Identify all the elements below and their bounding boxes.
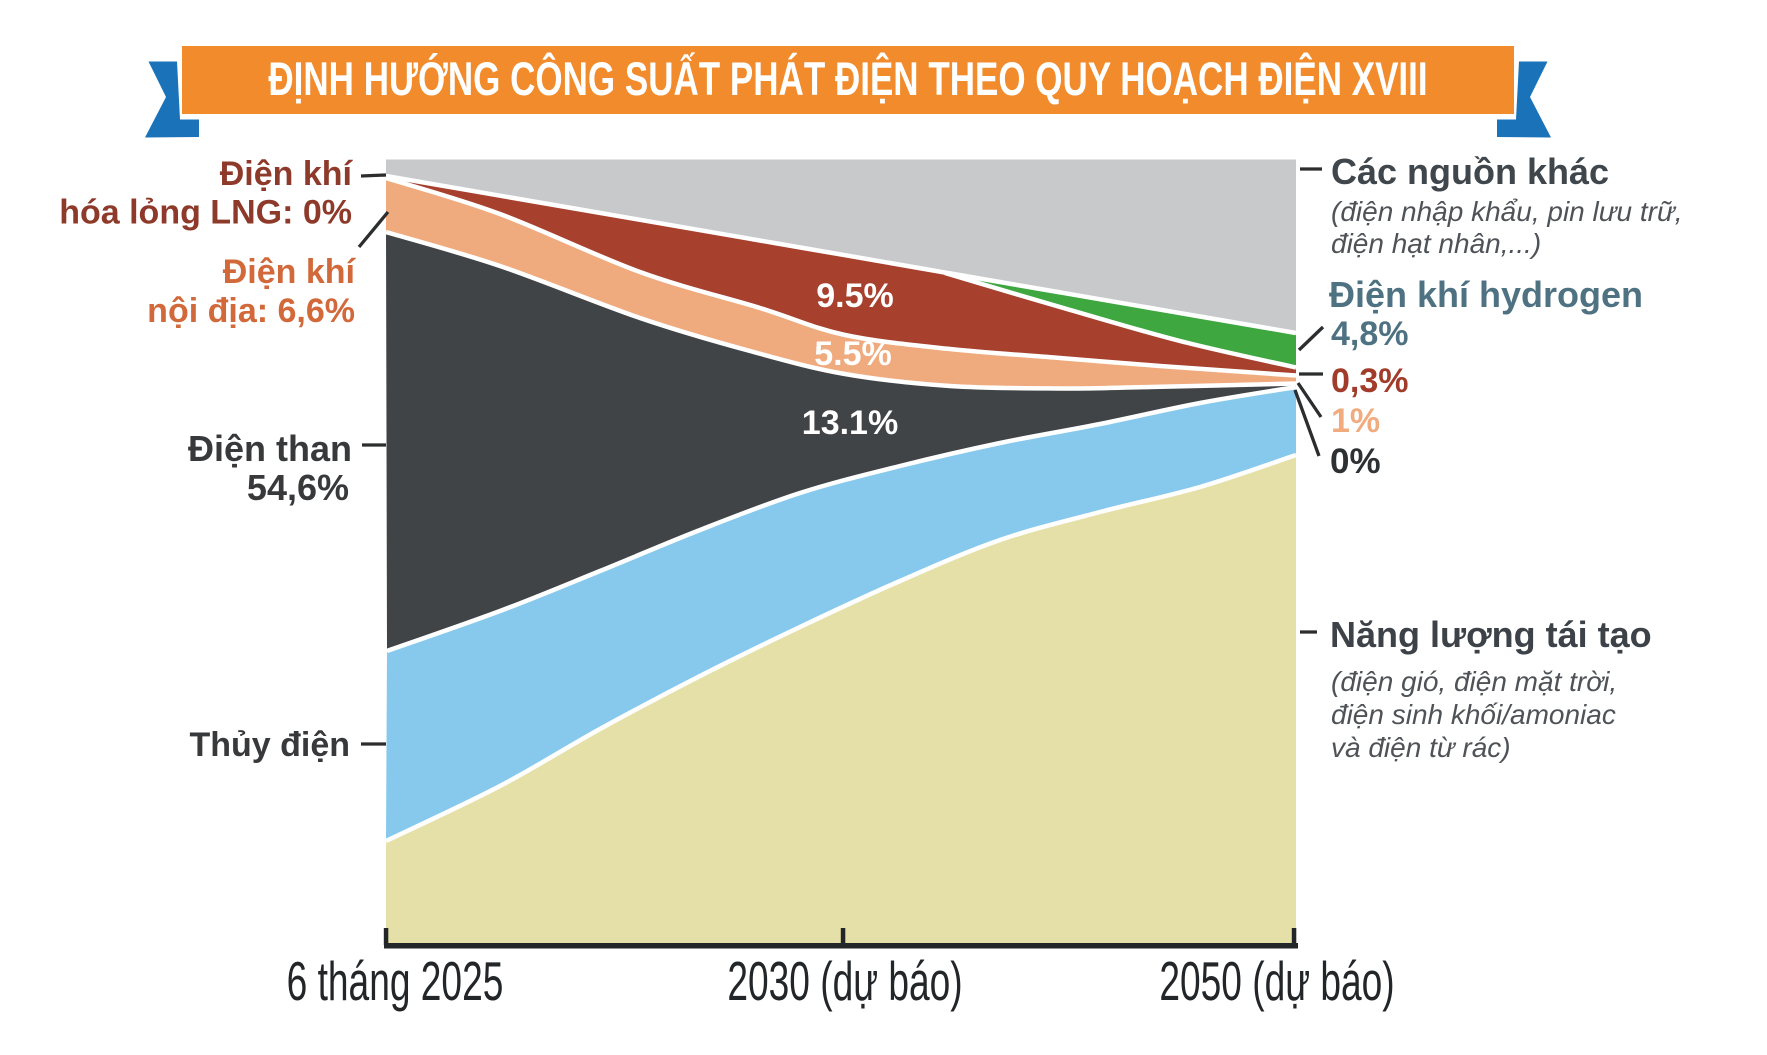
svg-text:2030 (dự báo): 2030 (dự báo) bbox=[727, 951, 962, 1012]
svg-text:Năng lượng tái tạo: Năng lượng tái tạo bbox=[1330, 614, 1652, 655]
svg-text:54,6%: 54,6% bbox=[247, 467, 349, 508]
svg-text:4,8%: 4,8% bbox=[1331, 315, 1409, 353]
svg-text:0,3%: 0,3% bbox=[1331, 362, 1409, 400]
svg-text:Điện khí: Điện khí bbox=[223, 253, 357, 291]
svg-text:hóa lỏng LNG: 0%: hóa lỏng LNG: 0% bbox=[59, 194, 352, 232]
svg-text:5.5%: 5.5% bbox=[814, 335, 892, 373]
svg-text:2050 (dự báo): 2050 (dự báo) bbox=[1159, 951, 1394, 1012]
svg-text:Điện khí hydrogen: Điện khí hydrogen bbox=[1329, 274, 1643, 315]
svg-text:Thủy điện: Thủy điện bbox=[189, 726, 350, 764]
svg-text:và điện từ rác): và điện từ rác) bbox=[1331, 732, 1511, 763]
svg-text:9.5%: 9.5% bbox=[816, 277, 894, 315]
svg-text:điện hạt nhân,...): điện hạt nhân,...) bbox=[1331, 228, 1541, 259]
svg-text:6 tháng 2025: 6 tháng 2025 bbox=[287, 951, 504, 1012]
svg-text:(điện gió, điện mặt trời,: (điện gió, điện mặt trời, bbox=[1331, 666, 1617, 697]
svg-text:13.1%: 13.1% bbox=[802, 404, 898, 442]
svg-text:Điện khí: Điện khí bbox=[220, 155, 354, 193]
svg-text:nội địa: 6,6%: nội địa: 6,6% bbox=[147, 292, 355, 330]
svg-text:(điện nhập khẩu, pin lưu trữ,: (điện nhập khẩu, pin lưu trữ, bbox=[1331, 196, 1682, 227]
svg-text:0%: 0% bbox=[1330, 442, 1381, 481]
svg-text:Các nguồn khác: Các nguồn khác bbox=[1331, 151, 1609, 192]
svg-text:Điện than: Điện than bbox=[188, 428, 352, 469]
svg-text:1%: 1% bbox=[1331, 402, 1380, 440]
svg-text:ĐỊNH HƯỚNG CÔNG SUẤT PHÁT ĐIỆN: ĐỊNH HƯỚNG CÔNG SUẤT PHÁT ĐIỆN THEO QUY … bbox=[268, 52, 1427, 105]
svg-text:điện sinh khối/amoniac: điện sinh khối/amoniac bbox=[1331, 699, 1616, 730]
